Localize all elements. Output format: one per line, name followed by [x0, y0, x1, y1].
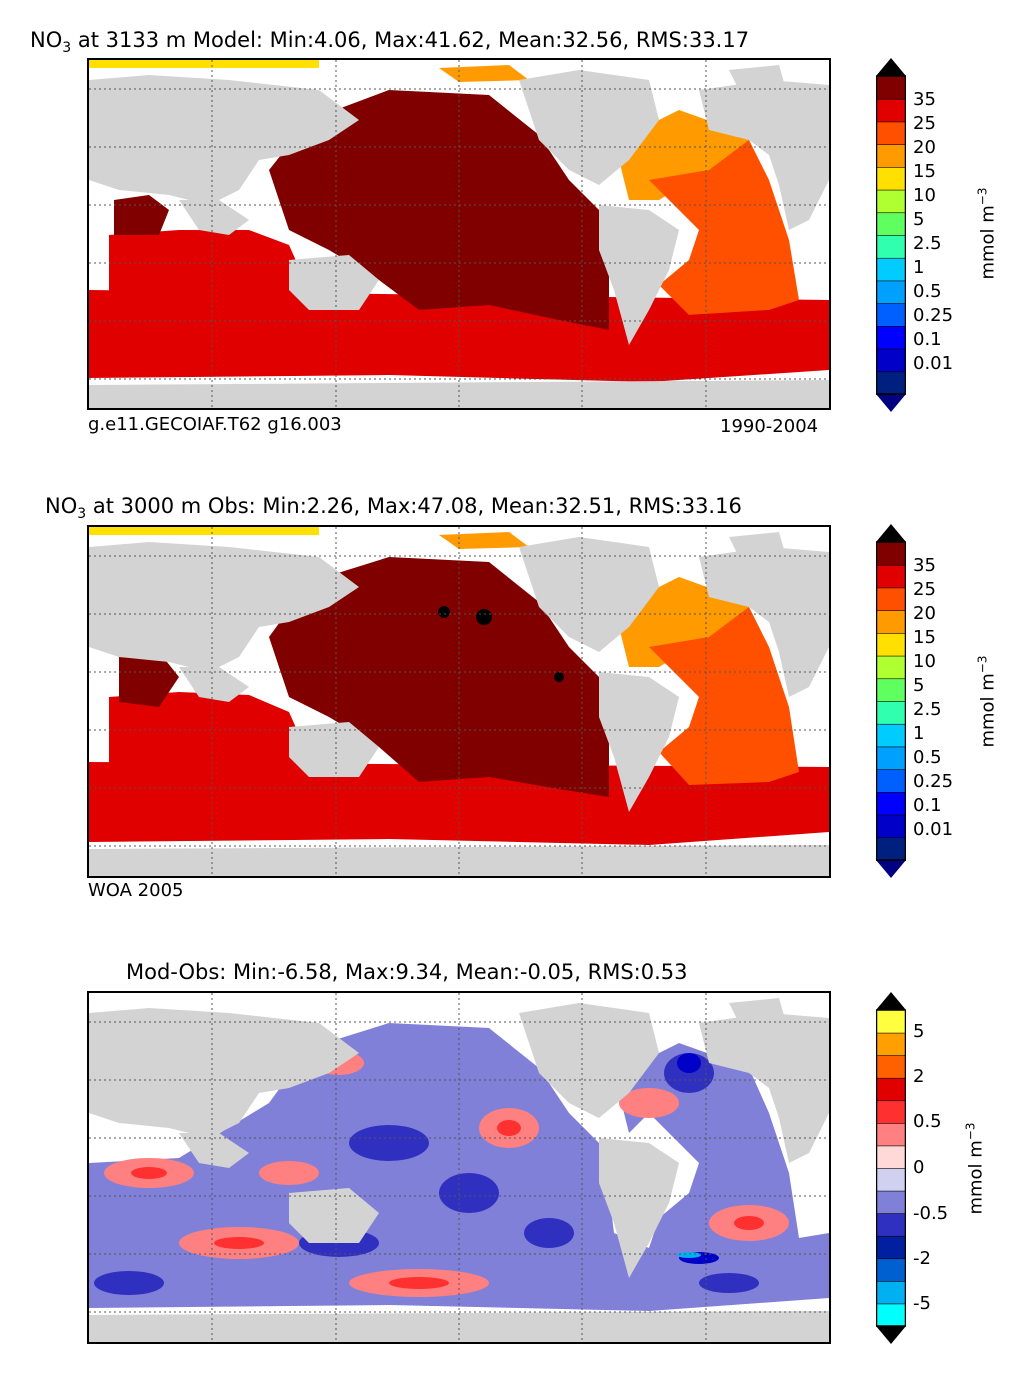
- model-colorbar-label: mmol m−3: [975, 187, 999, 280]
- colorbar-swatch: [875, 791, 907, 816]
- colorbar-swatch: [875, 814, 907, 839]
- colorbar-swatch: [875, 1303, 907, 1327]
- colorbar-swatch: [875, 121, 907, 145]
- colorbar-tick: 0.1: [913, 795, 942, 816]
- colorbar-tick: 10: [913, 185, 936, 206]
- colorbar-tick: 1: [913, 723, 925, 744]
- colorbar-swatch: [875, 1145, 907, 1169]
- colorbar-swatch: [875, 1235, 907, 1260]
- colorbar-swatch: [875, 325, 907, 350]
- colorbar-tick: -2: [913, 1248, 931, 1269]
- colorbar-swatch: [875, 609, 907, 634]
- obs-colorbar-label: mmol m−3: [975, 655, 999, 748]
- colorbar-swatch: [875, 370, 907, 395]
- colorbar-tick: 20: [913, 603, 936, 624]
- colorbar-tick: -0.5: [913, 1203, 949, 1224]
- colorbar-swatch: [875, 234, 907, 259]
- diff-colorbar: [875, 992, 907, 1344]
- colorbar-swatch: [875, 1280, 907, 1305]
- model-colorbar: [875, 58, 907, 412]
- model-title: NO3 at 3133 m Model: Min:4.06, Max:41.62…: [30, 28, 750, 57]
- colorbar-tick: 15: [913, 627, 936, 648]
- colorbar-swatch: [875, 98, 907, 123]
- colorbar-tick: 0.25: [913, 305, 954, 326]
- colorbar-swatch: [875, 541, 907, 566]
- model-map: [87, 58, 831, 410]
- diff-map: [87, 991, 831, 1344]
- colorbar-swatch: [875, 1190, 907, 1214]
- colorbar-swatch: [875, 836, 907, 861]
- colorbar-swatch: [875, 1167, 907, 1192]
- colorbar-swatch: [875, 677, 907, 702]
- colorbar-swatch: [875, 166, 907, 191]
- diff-title: Mod-Obs: Min:-6.58, Max:9.34, Mean:-0.05…: [126, 960, 688, 984]
- colorbar-tick: 0.01: [913, 353, 954, 374]
- colorbar-swatch: [875, 1212, 907, 1237]
- colorbar-swatch: [875, 1257, 907, 1282]
- obs-caption-left: WOA 2005: [88, 880, 184, 901]
- diff-colorbar-label: mmol m−3: [963, 1122, 987, 1215]
- colorbar-swatch: [875, 768, 907, 793]
- colorbar-tick: 0.1: [913, 329, 942, 350]
- colorbar-tick: 25: [913, 579, 936, 600]
- model-caption-left: g.e11.GECOIAF.T62 g16.003: [88, 414, 342, 435]
- colorbar-tick: 10: [913, 651, 936, 672]
- colorbar-tick: 35: [913, 555, 936, 576]
- colorbar-swatch: [875, 587, 907, 611]
- colorbar-tick: 2.5: [913, 233, 942, 254]
- colorbar-swatch: [875, 655, 907, 680]
- colorbar-swatch: [875, 1009, 907, 1034]
- colorbar-tick: 0.5: [913, 281, 942, 302]
- model-caption-right: 1990-2004: [720, 416, 819, 437]
- colorbar-tick: 0.25: [913, 771, 954, 792]
- colorbar-tick: 0.5: [913, 1111, 942, 1132]
- colorbar-tick: 20: [913, 137, 936, 158]
- colorbar-swatch: [875, 1099, 907, 1124]
- colorbar-border: [875, 1009, 907, 1327]
- colorbar-swatch: [875, 280, 907, 304]
- colorbar-swatch: [875, 75, 907, 100]
- colorbar-tick: 5: [913, 209, 925, 230]
- colorbar-tick: 0: [913, 1157, 925, 1178]
- colorbar-border: [875, 75, 907, 395]
- colorbar-tick: 25: [913, 113, 936, 134]
- colorbar-swatch: [875, 257, 907, 282]
- colorbar-tick: 1: [913, 257, 925, 278]
- colorbar-border: [875, 541, 907, 861]
- colorbar-swatch: [875, 1032, 907, 1056]
- colorbar-swatch: [875, 723, 907, 748]
- colorbar-tick: 5: [913, 1021, 925, 1042]
- obs-colorbar: [875, 524, 907, 878]
- colorbar-tick: 0.5: [913, 747, 942, 768]
- colorbar-swatch: [875, 746, 907, 770]
- colorbar-tick: 2: [913, 1066, 925, 1087]
- colorbar-swatch: [875, 143, 907, 168]
- obs-map: [87, 525, 831, 878]
- colorbar-tick: 5: [913, 675, 925, 696]
- colorbar-swatch: [875, 189, 907, 214]
- colorbar-swatch: [875, 700, 907, 725]
- colorbar-swatch: [875, 564, 907, 589]
- colorbar-tick: 15: [913, 161, 936, 182]
- colorbar-tick: -5: [913, 1293, 931, 1314]
- colorbar-tick: 0.01: [913, 819, 954, 840]
- colorbar-tick: 2.5: [913, 699, 942, 720]
- colorbar-swatch: [875, 1122, 907, 1147]
- colorbar-swatch: [875, 348, 907, 373]
- colorbar-tick: 35: [913, 89, 936, 110]
- obs-title: NO3 at 3000 m Obs: Min:2.26, Max:47.08, …: [45, 494, 742, 523]
- colorbar-swatch: [875, 632, 907, 657]
- colorbar-swatch: [875, 1054, 907, 1079]
- colorbar-swatch: [875, 1077, 907, 1102]
- colorbar-swatch: [875, 211, 907, 236]
- colorbar-swatch: [875, 302, 907, 327]
